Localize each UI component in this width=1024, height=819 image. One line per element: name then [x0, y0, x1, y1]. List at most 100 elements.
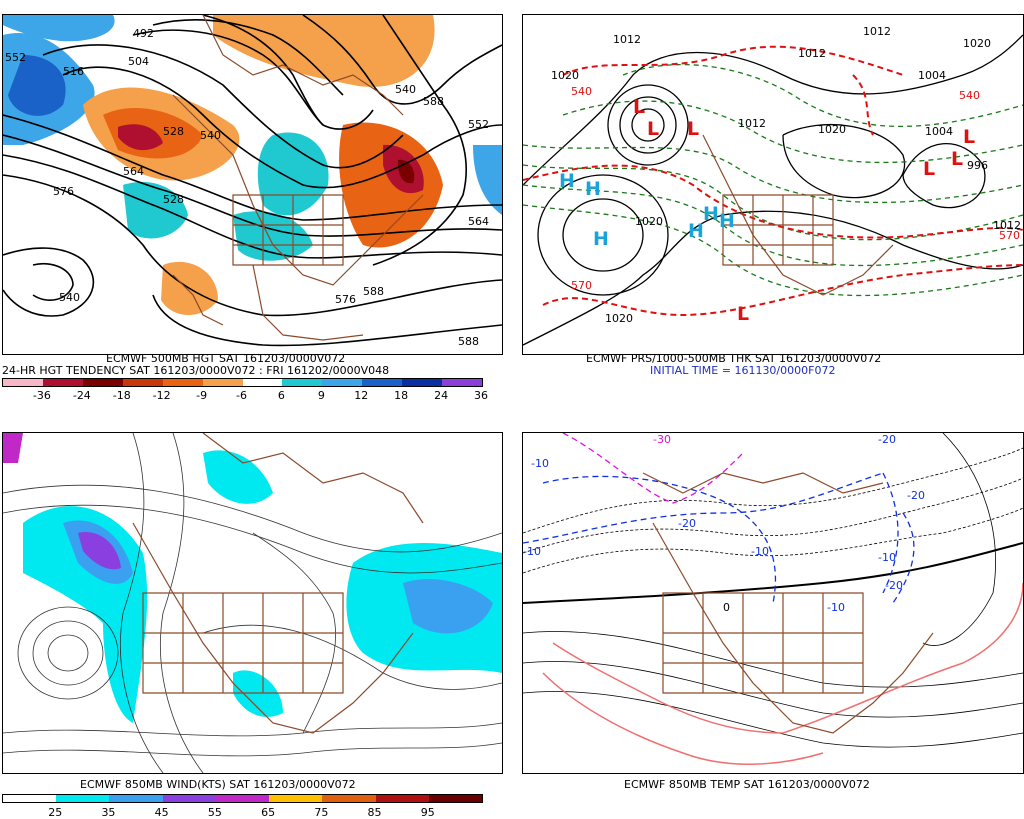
temp-label: 0: [723, 601, 730, 614]
pressure-label: 1012: [993, 219, 1021, 232]
pressure-label: 1012: [863, 25, 891, 38]
map-850mb-wind: [3, 433, 502, 773]
political-borders: [132, 433, 424, 734]
political-borders: [172, 15, 424, 341]
wind-speed-band-45: [403, 579, 493, 634]
temp-label: -30: [653, 433, 671, 446]
wind-speed-band-65: [3, 433, 23, 463]
contour-label: 576: [335, 293, 356, 306]
scale-tick-label: 75: [314, 806, 329, 819]
zero-isotherm: [523, 542, 1023, 604]
scale-swatch: [269, 795, 323, 802]
high-center: H: [703, 203, 719, 225]
pressure-label: 1020: [818, 123, 846, 136]
scale-swatch: [322, 795, 376, 802]
pressure-label: 1004: [925, 125, 953, 138]
contour-label: 564: [468, 215, 489, 228]
scale-tick-label: -12: [152, 389, 171, 402]
scale-tick-label: 65: [261, 806, 276, 819]
scale-tick-label: 18: [394, 389, 409, 402]
contour-label: 552: [468, 118, 489, 131]
scale-tick-label: 6: [277, 389, 285, 402]
pressure-label: 1020: [605, 312, 633, 325]
scale-tick-label: 85: [367, 806, 382, 819]
panel-850mb-temp: -30 -20 -10 -20 -10 -20 0 -10 -10 -10 -2…: [522, 432, 1024, 774]
wind-scale-labels: 25 35 45 55 65 75 85 95: [2, 806, 481, 819]
tendency-rise-area: [339, 122, 443, 248]
contour-label: 588: [423, 95, 444, 108]
panel2-title: ECMWF PRS/1000-500MB THK SAT 161203/0000…: [586, 352, 882, 365]
scale-swatch: [402, 379, 443, 386]
magenta-isotherm: [562, 433, 744, 504]
high-center: H: [559, 170, 575, 192]
pressure-labels: 1012 1020 1012 1020 1012 1004 1012 1020 …: [551, 25, 1021, 325]
temp-label: -20: [907, 489, 925, 502]
scale-tick-label: -36: [32, 389, 51, 402]
temp-label: -20: [678, 517, 696, 530]
scale-tick-label: 35: [101, 806, 116, 819]
pressure-label: 1012: [798, 47, 826, 60]
scale-swatch: [122, 379, 163, 386]
scale-swatch: [428, 795, 482, 802]
temp-label: -10: [827, 601, 845, 614]
pressure-label: 1012: [613, 33, 641, 46]
temp-label: -10: [531, 457, 549, 470]
pressure-label: 1020: [635, 215, 663, 228]
scale-tick-label: 9: [317, 389, 325, 402]
scale-tick-label: -6: [236, 389, 247, 402]
tendency-rise-core: [118, 124, 163, 151]
scale-tick-label: -24: [72, 389, 91, 402]
scale-swatch: [362, 379, 403, 386]
low-pressure-centers: L L L L L L L: [633, 96, 975, 325]
contour-label: 528: [163, 193, 184, 206]
thickness-label: 570: [999, 229, 1020, 242]
thickness-label: 540: [571, 85, 592, 98]
scale-swatch: [242, 379, 283, 386]
scale-tick-label: 24: [434, 389, 449, 402]
temp-label: -20: [878, 433, 896, 446]
wind-speed-band-35: [203, 450, 273, 504]
scale-swatch: [109, 795, 163, 802]
blue-isotherms: [523, 472, 915, 604]
scale-swatch: [442, 379, 483, 386]
panel-500mb-height: 492 504 516 528 540 552 564 576 588 540 …: [2, 14, 503, 355]
contour-label: 492: [133, 27, 154, 40]
pressure-label: 1012: [738, 117, 766, 130]
scale-tick-label: 12: [354, 389, 369, 402]
scale-tick-label: 95: [420, 806, 435, 819]
scale-tick-label: 36: [474, 389, 488, 402]
contour-label: 588: [363, 285, 384, 298]
contour-label: 540: [200, 129, 221, 142]
low-center: L: [647, 118, 659, 140]
thickness-label: 540: [959, 89, 980, 102]
contour-label: 540: [59, 291, 80, 304]
warm-red-isotherms: [542, 582, 1023, 765]
contour-label: 540: [395, 83, 416, 96]
pressure-label: 996: [967, 159, 988, 172]
thickness-label: 570: [571, 279, 592, 292]
thickness-540-570: [523, 45, 1023, 317]
scale-tick-label: -9: [196, 389, 208, 402]
pressure-label: 1020: [551, 69, 579, 82]
high-center: H: [688, 220, 704, 242]
tendency-fall-area: [3, 15, 115, 42]
political-borders: [702, 134, 894, 296]
tendency-color-scale: [2, 378, 483, 387]
wind-speed-band-55: [78, 532, 121, 570]
map-850mb-temp: -30 -20 -10 -20 -10 -20 0 -10 -10 -10 -2…: [523, 433, 1023, 765]
panel4-title: ECMWF 850MB TEMP SAT 161203/0000V072: [624, 778, 870, 791]
panel1-subtitle: 24-HR HGT TENDENCY SAT 161203/0000V072 :…: [2, 364, 390, 377]
scale-swatch: [3, 795, 57, 802]
streamlines: [3, 433, 502, 773]
scale-tick-label: 25: [48, 806, 63, 819]
scale-swatch: [3, 379, 43, 386]
contour-label: 528: [163, 125, 184, 138]
low-center: L: [963, 126, 975, 148]
scale-swatch: [162, 379, 203, 386]
scale-swatch: [282, 379, 323, 386]
tendency-fall-area: [123, 181, 188, 239]
panel-mslp-thickness: 1012 1020 1012 1020 1012 1004 1012 1020 …: [522, 14, 1024, 355]
height-contour-labels: 492 504 516 528 540 552 564 576 588 540 …: [5, 27, 489, 348]
low-center: L: [737, 303, 749, 325]
pressure-label: 1020: [963, 37, 991, 50]
